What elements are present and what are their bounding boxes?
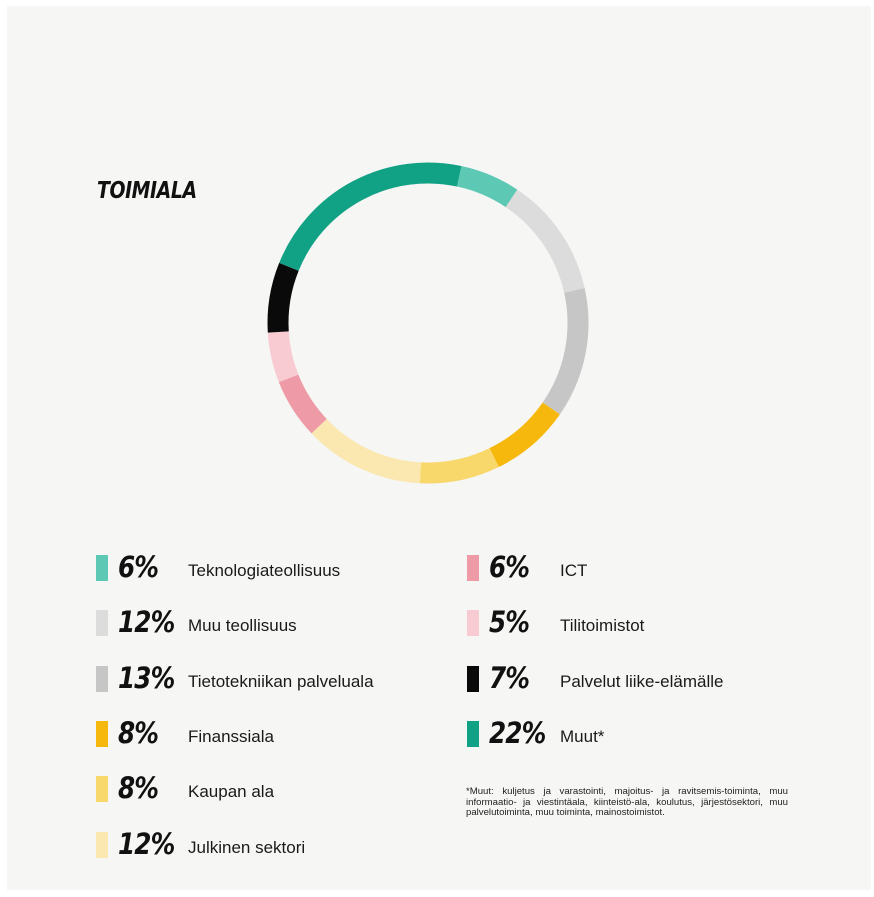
legend-item-palvelut-liike-elamalle: 7% Palvelut liike-elämälle: [467, 661, 787, 698]
legend-value: 13%: [118, 661, 175, 695]
legend-item-tilitoimistot: 5% Tilitoimistot: [467, 605, 787, 642]
legend-label: Finanssiala: [188, 727, 274, 746]
legend-label: Tilitoimistot: [560, 616, 645, 635]
legend-value: 6%: [118, 550, 159, 584]
legend-value: 8%: [118, 771, 159, 805]
legend-item-kaupan-ala: 8% Kaupan ala: [96, 771, 426, 808]
legend-item-ict: 6% ICT: [467, 550, 787, 587]
legend-label: Kaupan ala: [188, 782, 275, 801]
legend-swatch: [467, 666, 479, 692]
legend-value: 6%: [489, 550, 530, 584]
legend-swatch: [96, 610, 108, 636]
donut-chart: [267, 162, 589, 484]
donut-slice-tietotekniikan-palveluala: [542, 288, 589, 415]
legend-label: Muut*: [560, 727, 605, 746]
donut-slice-palvelut-liike-elämälle: [267, 262, 299, 333]
legend-swatch: [467, 721, 479, 747]
legend-item-muu-teollisuus: 12% Muu teollisuus: [96, 605, 426, 642]
legend-swatch: [96, 666, 108, 692]
legend-swatch: [96, 555, 108, 581]
donut-slice-muut: [279, 162, 462, 271]
legend-label: Muu teollisuus: [188, 616, 297, 635]
legend-label: Palvelut liike-elämälle: [560, 672, 724, 691]
chart-card: [7, 6, 871, 890]
donut-slice-muu-teollisuus: [505, 189, 585, 293]
legend-swatch: [96, 721, 108, 747]
footnote: *Muut: kuljetus ja varastointi, majoitus…: [466, 786, 788, 818]
legend-value: 5%: [489, 605, 530, 639]
donut-slice-tilitoimistot: [267, 331, 299, 383]
legend-value: 22%: [489, 716, 546, 750]
legend-value: 7%: [489, 661, 530, 695]
legend-swatch: [96, 776, 108, 802]
legend-item-finanssiala: 8% Finanssiala: [96, 716, 426, 753]
donut-slice-julkinen-sektori: [311, 418, 422, 484]
legend-item-tietotekniikan-palveluala: 13% Tietotekniikan palveluala: [96, 661, 426, 698]
donut-slice-kaupan-ala: [419, 448, 499, 484]
legend-label: Teknologiateollisuus: [188, 561, 341, 580]
donut-slice-ict: [278, 374, 327, 434]
donut-slice-finanssiala: [489, 402, 560, 468]
legend-swatch: [467, 555, 479, 581]
legend-label: Julkinen sektori: [188, 838, 306, 857]
legend-value: 12%: [118, 827, 175, 861]
legend-item-muut: 22% Muut*: [467, 716, 787, 753]
chart-title: TOIMIALA: [97, 178, 197, 204]
donut-slice-teknologiateollisuus: [456, 166, 518, 208]
legend-value: 12%: [118, 605, 175, 639]
legend-swatch: [96, 832, 108, 858]
legend-label: Tietotekniikan palveluala: [188, 672, 374, 691]
legend-swatch: [467, 610, 479, 636]
legend-item-julkinen-sektori: 12% Julkinen sektori: [96, 827, 426, 864]
legend-label: ICT: [560, 561, 588, 580]
legend-item-teknologiateollisuus: 6% Teknologiateollisuus: [96, 550, 426, 587]
legend-value: 8%: [118, 716, 159, 750]
